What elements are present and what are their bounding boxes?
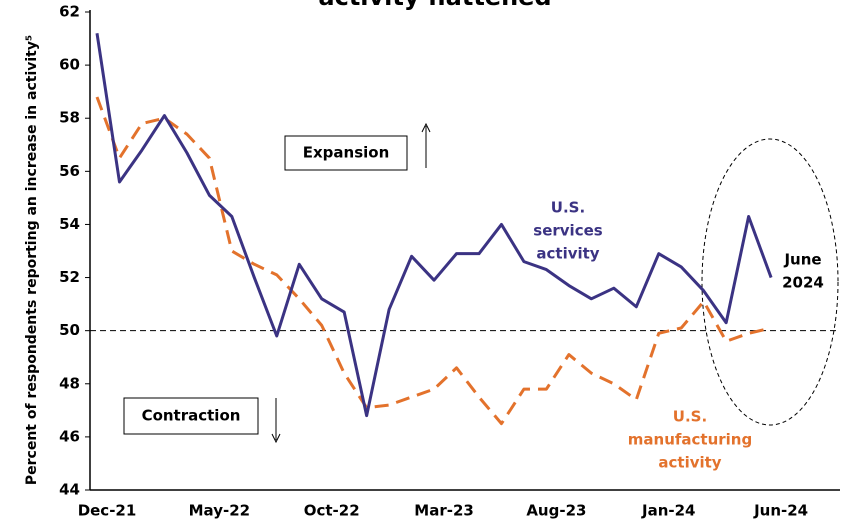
series-label: U.S. [551,199,585,217]
down-arrow-head [271,433,281,444]
x-tick-label: Dec-21 [78,502,137,520]
highlight-label: 2024 [782,274,824,292]
series-line [95,33,773,418]
series-label: activity [536,245,599,263]
y-tick-label: 56 [59,162,80,180]
series-line [95,96,772,426]
y-tick-label: 54 [59,215,80,233]
y-tick-label: 60 [59,56,80,74]
y-tick-label: 46 [59,427,80,445]
x-tick-label: Aug-23 [526,502,586,520]
x-tick-label: Oct-22 [304,502,360,520]
y-tick-label: 44 [59,481,80,499]
x-tick-label: Jan-24 [641,502,695,520]
y-tick-label: 62 [59,3,80,21]
y-axis-label: Percent of respondents reporting an incr… [24,35,40,485]
series-label: services [533,222,602,240]
series-label: U.S. [673,408,707,426]
highlight-label: June [783,251,821,269]
x-tick-label: Jun-24 [753,502,808,520]
series-label: manufacturing [628,431,752,449]
x-tick-label: May-22 [189,502,250,520]
highlight-ellipse [701,138,839,426]
y-tick-label: 52 [59,268,80,286]
y-tick-label: 58 [59,109,80,127]
expansion-label: Expansion [303,144,390,162]
y-tick-label: 50 [59,321,80,339]
chart-title: activity flattened [318,0,551,11]
expansion-box [284,135,408,171]
y-tick-label: 48 [59,374,80,392]
x-tick-label: Mar-23 [414,502,474,520]
up-arrow-head [421,122,431,133]
series-label: activity [658,454,721,472]
contraction-label: Contraction [142,407,241,425]
contraction-box [123,397,259,435]
